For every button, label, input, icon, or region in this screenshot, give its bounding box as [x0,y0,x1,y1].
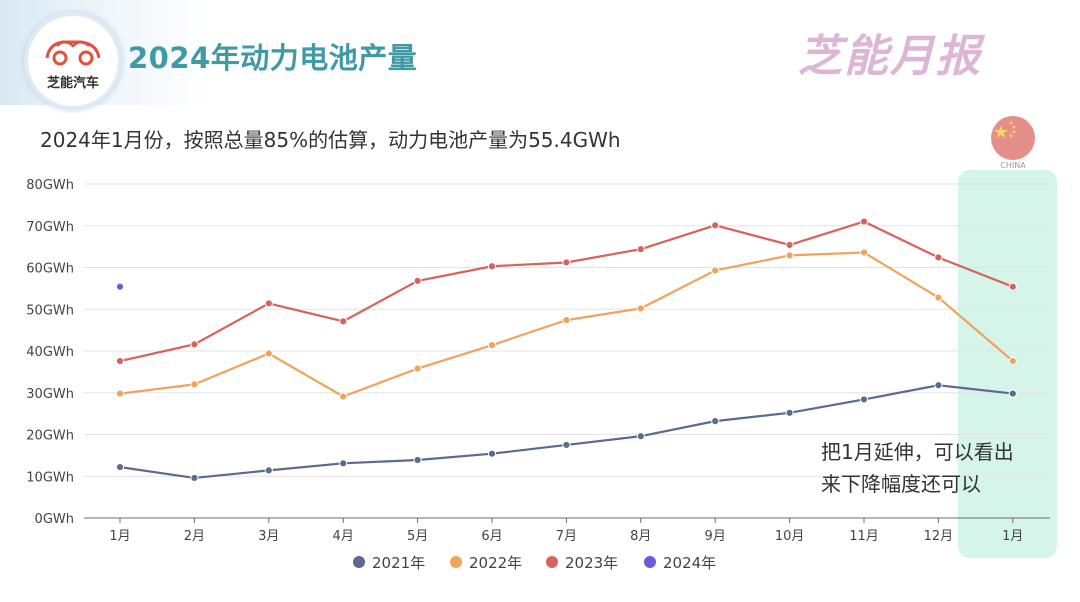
series-2023-point [1008,282,1017,291]
x-tick-label: 11月 [849,529,879,544]
series-2022-point [264,349,273,358]
series-2022-point [859,248,869,257]
legend-label: 2024年 [663,554,716,572]
legend-marker [353,556,365,568]
x-tick-label: 12月 [924,529,954,544]
annotation-line-2: 来下降幅度还可以 [821,472,981,496]
series-2021-point [1008,389,1017,398]
car-logo-icon [45,40,101,66]
y-tick-label: 50GWh [26,303,74,318]
series-2021-point [934,381,943,390]
flag-label: CHINA [1000,161,1026,170]
series-2021-point [115,462,125,472]
series-2023-point [413,276,422,285]
legend-label: 2023年 [565,554,618,572]
china-flag-icon [991,116,1035,160]
series-2022-point [711,266,720,275]
series-2023-point [934,253,943,262]
logo: 芝能汽车 [24,12,122,110]
x-tick-label: 1月 [1002,529,1023,544]
legend-marker [546,556,558,568]
x-tick-label: 5月 [407,529,428,544]
x-tick-label: 9月 [705,529,726,544]
annotation-note: 把1月延伸，可以看出 来下降幅度还可以 [821,436,1051,500]
series-2022-point [487,341,497,350]
series-2021-point [413,455,422,465]
annotation-line-1: 把1月延伸，可以看出 [821,440,1014,464]
series-2022-point [1008,356,1017,366]
y-tick-label: 20GWh [26,429,74,444]
chart-subtitle: 2024年1月份，按照总量85%的估算，动力电池产量为55.4GWh [40,128,621,152]
series-2021-point [636,432,645,441]
y-tick-label: 30GWh [26,387,74,402]
series-2023-point [190,340,199,349]
x-tick-label: 4月 [333,529,354,544]
series-2023-point [711,221,720,230]
series-2022-line [119,251,1014,398]
series-2023-point [339,317,348,326]
series-2021-point [785,408,794,417]
y-tick-label: 0GWh [35,512,74,527]
series-2023-point [115,356,125,366]
series-2022-point [413,364,422,373]
y-tick-label: 80GWh [26,178,74,193]
series-2021-point [264,466,273,475]
series-2023-point [264,299,273,308]
y-tick-label: 10GWh [26,470,74,485]
series-2023-point [562,258,571,267]
legend-label: 2021年 [372,554,425,572]
series-2023-point [859,217,869,226]
x-tick-label: 6月 [481,529,502,544]
series-2022-point [785,251,794,260]
series-2022-point [934,293,943,302]
series-2022-point [636,304,645,313]
series-2023-point [785,240,794,250]
series-2021-point [487,449,497,458]
brand-watermark: 芝能月报 [798,31,982,82]
legend-marker [450,556,462,568]
series-2021-point [339,459,348,468]
series-2022-point [115,389,125,398]
x-tick-label: 1月 [109,529,130,544]
x-tick-label: 2月 [184,529,205,544]
y-tick-label: 70GWh [26,220,74,235]
series-2023-point [487,262,497,271]
x-tick-label: 10月 [775,529,805,544]
logo-text: 芝能汽车 [46,76,99,91]
series-2023-line [119,220,1014,363]
y-tick-label: 40GWh [26,345,74,360]
x-tick-label: 8月 [630,529,651,544]
series-2023-point [636,245,645,254]
series-2022-point [562,316,571,325]
page-title: 2024年动力电池产量 [128,41,418,75]
series-2021-point [711,417,720,426]
x-tick-label: 7月 [556,529,577,544]
highlight-region [958,170,1057,558]
legend-label: 2022年 [469,554,522,572]
x-tick-label: 3月 [258,529,279,544]
series-2024-point [115,282,125,291]
series-2022-point [339,392,348,401]
legend-marker [644,556,656,568]
series-2021-point [859,395,869,404]
y-tick-label: 60GWh [26,262,74,277]
series-2021-point [190,473,199,483]
header-band [0,0,1080,105]
series-2022-point [190,380,199,389]
series-2021-point [562,440,571,450]
